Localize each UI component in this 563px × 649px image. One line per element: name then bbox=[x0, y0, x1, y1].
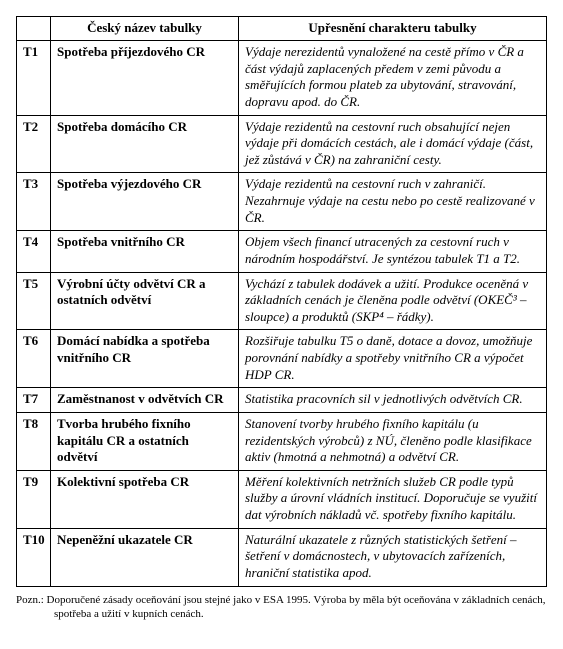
footnote: Pozn.: Doporučené zásady oceňování jsou … bbox=[16, 593, 547, 623]
table-row: T8Tvorba hrubého fixního kapitálu CR a o… bbox=[17, 412, 547, 470]
table-row: T4Spotřeba vnitřního CRObjem všech finan… bbox=[17, 231, 547, 272]
row-id: T8 bbox=[17, 412, 51, 470]
row-desc: Statistika pracovních sil v jednotlivých… bbox=[239, 388, 547, 413]
table-row: T1Spotřeba příjezdového CRVýdaje nerezid… bbox=[17, 41, 547, 116]
row-id: T6 bbox=[17, 330, 51, 388]
table-row: T7Zaměstnanost v odvětvích CRStatistika … bbox=[17, 388, 547, 413]
row-desc: Rozšiřuje tabulku T5 o daně, dotace a do… bbox=[239, 330, 547, 388]
row-name: Nepeněžní ukazatele CR bbox=[51, 528, 239, 586]
table-row: T2Spotřeba domácího CRVýdaje rezidentů n… bbox=[17, 115, 547, 173]
row-desc: Stanovení tvorby hrubého fixního kapitál… bbox=[239, 412, 547, 470]
header-name: Český název tabulky bbox=[51, 17, 239, 41]
row-name: Spotřeba domácího CR bbox=[51, 115, 239, 173]
header-desc: Upřesnění charakteru tabulky bbox=[239, 17, 547, 41]
row-name: Spotřeba příjezdového CR bbox=[51, 41, 239, 116]
table-row: T9Kolektivní spotřeba CRMěření kolektivn… bbox=[17, 470, 547, 528]
row-id: T9 bbox=[17, 470, 51, 528]
table-row: T10Nepeněžní ukazatele CRNaturální ukaza… bbox=[17, 528, 547, 586]
row-desc: Naturální ukazatele z různých statistick… bbox=[239, 528, 547, 586]
table-header-row: Český název tabulky Upřesnění charakteru… bbox=[17, 17, 547, 41]
row-name: Spotřeba vnitřního CR bbox=[51, 231, 239, 272]
row-name: Spotřeba výjezdového CR bbox=[51, 173, 239, 231]
row-name: Domácí nabídka a spotřeba vnitřního CR bbox=[51, 330, 239, 388]
table-body: T1Spotřeba příjezdového CRVýdaje nerezid… bbox=[17, 41, 547, 587]
row-id: T7 bbox=[17, 388, 51, 413]
row-id: T4 bbox=[17, 231, 51, 272]
row-desc: Vychází z tabulek dodávek a užití. Produ… bbox=[239, 272, 547, 330]
row-id: T2 bbox=[17, 115, 51, 173]
row-id: T1 bbox=[17, 41, 51, 116]
table-row: T3Spotřeba výjezdového CRVýdaje rezident… bbox=[17, 173, 547, 231]
table-row: T6Domácí nabídka a spotřeba vnitřního CR… bbox=[17, 330, 547, 388]
row-name: Zaměstnanost v odvětvích CR bbox=[51, 388, 239, 413]
row-desc: Výdaje rezidentů na cestovní ruch v zahr… bbox=[239, 173, 547, 231]
row-desc: Výdaje nerezidentů vynaložené na cestě p… bbox=[239, 41, 547, 116]
row-id: T3 bbox=[17, 173, 51, 231]
row-desc: Výdaje rezidentů na cestovní ruch obsahu… bbox=[239, 115, 547, 173]
row-desc: Měření kolektivních netržních služeb CR … bbox=[239, 470, 547, 528]
table-row: T5Výrobní účty odvětví CR a ostatních od… bbox=[17, 272, 547, 330]
row-name: Výrobní účty odvětví CR a ostatních odvě… bbox=[51, 272, 239, 330]
row-id: T10 bbox=[17, 528, 51, 586]
row-desc: Objem všech financí utracených za cestov… bbox=[239, 231, 547, 272]
row-id: T5 bbox=[17, 272, 51, 330]
data-table: Český název tabulky Upřesnění charakteru… bbox=[16, 16, 547, 587]
row-name: Tvorba hrubého fixního kapitálu CR a ost… bbox=[51, 412, 239, 470]
header-id bbox=[17, 17, 51, 41]
row-name: Kolektivní spotřeba CR bbox=[51, 470, 239, 528]
